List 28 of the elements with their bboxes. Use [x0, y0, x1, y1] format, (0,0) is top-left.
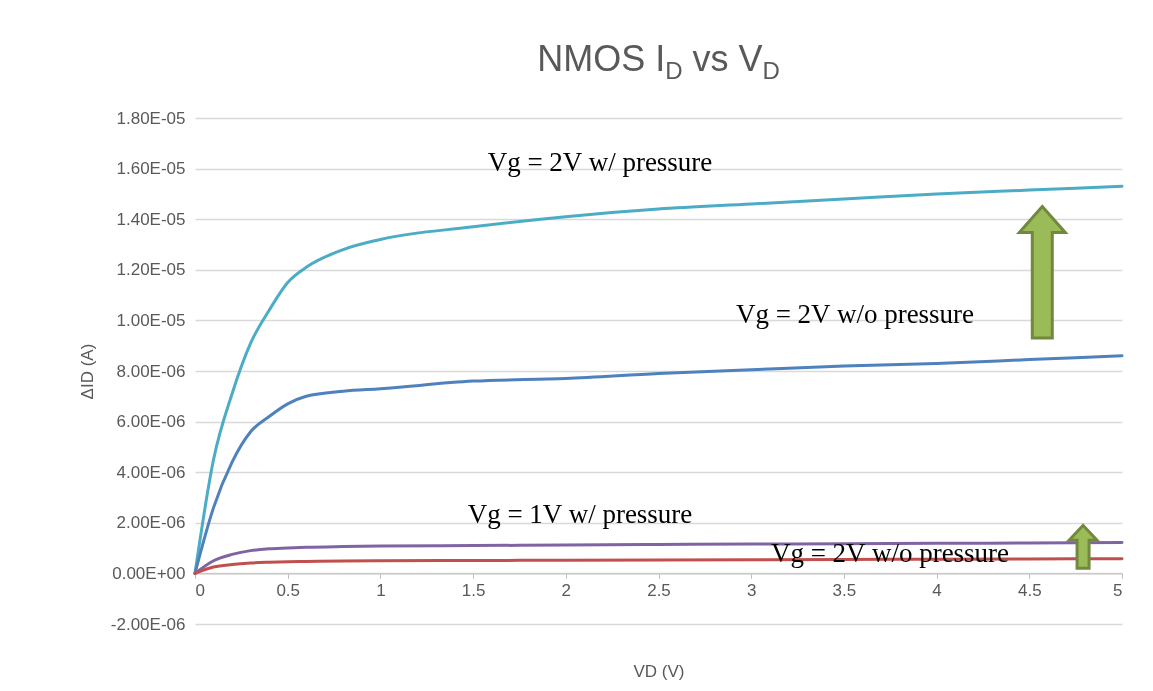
- y-tick-label: 1.60E-05: [116, 159, 186, 179]
- y-tick-label: 4.00E-06: [116, 462, 186, 482]
- annotation: Vg = 2V w/ pressure: [487, 146, 713, 178]
- x-tick-label: 1: [376, 580, 386, 600]
- x-tick-label: 4.5: [1017, 580, 1042, 600]
- y-tick-label: 1.20E-05: [116, 260, 186, 280]
- x-tick-label: 4: [932, 580, 942, 600]
- x-tick-label: 3: [746, 580, 757, 600]
- x-tick-label: 2.5: [647, 580, 671, 600]
- y-tick-label: 6.00E-06: [116, 412, 186, 432]
- y-tick-label: 1.80E-05: [116, 108, 186, 128]
- y-axis-title: ΔID (A): [77, 343, 97, 400]
- y-tick-label: 1.40E-05: [116, 209, 186, 229]
- x-tick-label: 0: [195, 580, 205, 600]
- y-tick-label: 2.00E-06: [116, 513, 186, 533]
- y-tick-label: 1.00E-05: [116, 310, 186, 330]
- x-tick-label: 1.5: [461, 580, 486, 600]
- x-tick-label: 0.5: [276, 580, 301, 600]
- y-tick-label: 8.00E-06: [116, 361, 186, 381]
- x-tick-label: 3.5: [832, 580, 857, 600]
- annotation: Vg = 1V w/ pressure: [467, 498, 693, 530]
- y-tick-label: 0.00E+00: [112, 563, 186, 583]
- chart-title: NMOS I$_{D}$ vs V$_{D}$: [536, 38, 781, 86]
- x-tick-label: 5: [1113, 580, 1123, 600]
- x-axis-title: VD (V): [633, 661, 685, 681]
- annotation: Vg = 2V w/o pressure: [735, 298, 975, 330]
- x-tick-label: 2: [561, 580, 572, 600]
- y-tick-label: -2.00E-06: [110, 614, 186, 634]
